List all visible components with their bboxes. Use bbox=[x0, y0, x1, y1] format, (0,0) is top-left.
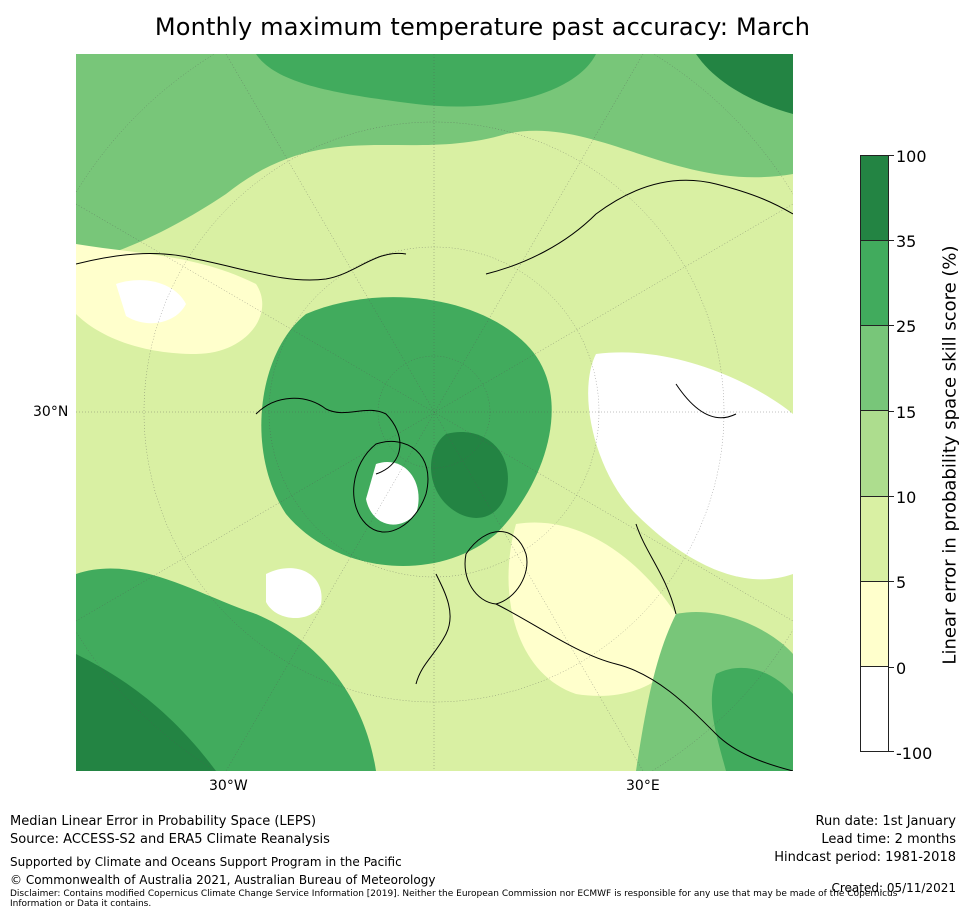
colorbar-tick bbox=[889, 496, 894, 497]
skill-region-ocean-north bbox=[76, 54, 793, 264]
footer-support: Supported by Climate and Oceans Support … bbox=[10, 855, 402, 869]
skill-region-greenland-low bbox=[366, 462, 419, 525]
footer-method: Median Linear Error in Probability Space… bbox=[10, 814, 317, 829]
colorbar-tick bbox=[889, 411, 894, 412]
skill-region-high-north bbox=[256, 54, 596, 107]
footer-left: Median Linear Error in Probability Space… bbox=[10, 813, 897, 909]
coastline-scandinavia bbox=[464, 531, 528, 605]
colorbar-title: Linear error in probability space skill … bbox=[939, 245, 961, 665]
latitude-label-30n: 30°N bbox=[33, 404, 69, 420]
footer-hindcast: Hindcast period: 1981-2018 bbox=[774, 850, 956, 865]
longitude-label-30w: 30°W bbox=[209, 778, 248, 794]
colorbar-segment bbox=[861, 241, 888, 327]
skill-region-siberia-low bbox=[588, 352, 793, 580]
footer-disclaimer-1: Disclaimer: Contains modified Copernicus… bbox=[10, 889, 898, 899]
footer-right: Run date: 1st January Lead time: 2 month… bbox=[774, 813, 956, 897]
colorbar-segment bbox=[861, 326, 888, 412]
longitude-label-30e: 30°E bbox=[626, 778, 660, 794]
colorbar-segment bbox=[861, 666, 888, 751]
polar-skill-map bbox=[76, 54, 793, 771]
map-title: Monthly maximum temperature past accurac… bbox=[154, 13, 811, 41]
coastline-alaska bbox=[76, 252, 407, 281]
colorbar bbox=[860, 155, 889, 752]
coastline-canada bbox=[255, 397, 401, 475]
colorbar-tick bbox=[889, 751, 894, 752]
coastlines bbox=[76, 179, 793, 771]
colorbar-tick-label: 5 bbox=[896, 573, 907, 592]
colorbar-tick bbox=[889, 155, 894, 156]
skill-region-alaska-low bbox=[116, 280, 186, 324]
coastline-caspian bbox=[635, 523, 677, 615]
coastline-europe-south bbox=[495, 603, 793, 771]
skill-region-asia-se-high bbox=[711, 667, 793, 771]
colorbar-tick bbox=[889, 240, 894, 241]
colorbar-tick-label: -100 bbox=[896, 744, 933, 763]
footer-created: Created: 05/11/2021 bbox=[831, 881, 956, 895]
coastline-lake bbox=[675, 383, 737, 419]
coastline-greenland bbox=[353, 440, 429, 533]
colorbar-tick-label: 0 bbox=[896, 659, 907, 678]
footer-lead-time: Lead time: 2 months bbox=[821, 832, 956, 847]
colorbar-segment bbox=[861, 411, 888, 497]
colorbar-tick-label: 35 bbox=[896, 232, 917, 251]
footer-run-date: Run date: 1st January bbox=[815, 814, 956, 829]
graticule bbox=[76, 54, 793, 771]
footer-copyright: © Commonwealth of Australia 2021, Austra… bbox=[10, 873, 436, 887]
colorbar-segment bbox=[861, 581, 888, 667]
skill-region-barents bbox=[431, 432, 508, 518]
colorbar-tick-label: 15 bbox=[896, 403, 917, 422]
colorbar-tick-label: 100 bbox=[896, 147, 927, 166]
coastline-uk bbox=[415, 573, 451, 685]
map-canvas bbox=[76, 54, 793, 771]
colorbar-tick bbox=[889, 325, 894, 326]
coastline-siberia bbox=[485, 179, 793, 275]
colorbar-tick bbox=[889, 581, 894, 582]
footer-source: Source: ACCESS-S2 and ERA5 Climate Reana… bbox=[10, 832, 330, 847]
skill-region-europe bbox=[508, 522, 680, 696]
footer-disclaimer-2: Information or Data it contains. bbox=[10, 899, 152, 909]
skill-region-atlantic-low bbox=[266, 568, 322, 619]
meridian-line bbox=[76, 203, 793, 622]
skill-region-corner-ne bbox=[696, 54, 793, 114]
colorbar-tick bbox=[889, 667, 894, 668]
colorbar-tick-label: 25 bbox=[896, 317, 917, 336]
skill-region-corner-sw bbox=[76, 654, 216, 771]
colorbar-tick-label: 10 bbox=[896, 488, 917, 507]
colorbar-segment bbox=[861, 156, 888, 242]
colorbar-segment bbox=[861, 496, 888, 582]
